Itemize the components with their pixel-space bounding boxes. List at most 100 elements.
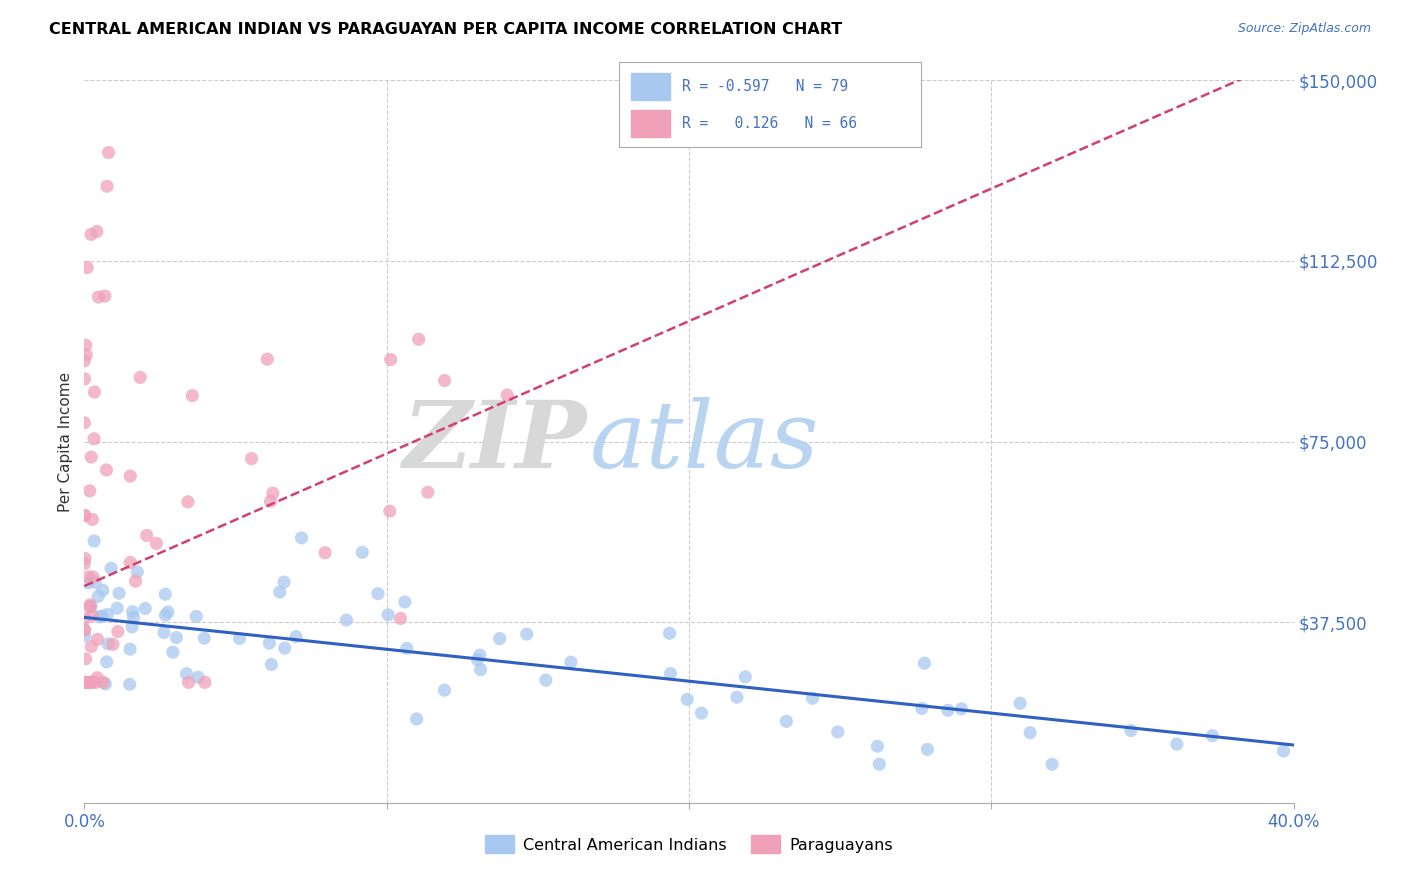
Legend: Central American Indians, Paraguayans: Central American Indians, Paraguayans [478, 829, 900, 860]
Point [75, 675, 97, 690]
Point [285, 630, 308, 644]
Point [76, 260, 98, 275]
Point [488, 632, 510, 646]
Point [1040, 757, 1063, 772]
Point [1019, 725, 1042, 739]
Point [259, 494, 281, 508]
Point [120, 469, 142, 483]
Point [145, 536, 167, 550]
Point [79, 598, 101, 612]
Point [91, 583, 114, 598]
Point [380, 352, 402, 367]
Point [73, 354, 96, 368]
Point [90, 609, 112, 624]
Text: R = -0.597   N = 79: R = -0.597 N = 79 [682, 78, 848, 94]
Point [534, 673, 557, 687]
Point [389, 611, 412, 625]
Point [80, 675, 103, 690]
Point [134, 601, 156, 615]
Point [560, 655, 582, 669]
Point [181, 388, 204, 402]
Point [118, 642, 141, 657]
Point [94, 289, 117, 303]
Point [256, 352, 278, 367]
Point [97, 637, 120, 651]
Point [96, 655, 118, 669]
Point [827, 724, 849, 739]
Point [73, 416, 96, 430]
Point [73, 508, 96, 523]
Point [73, 372, 96, 386]
Point [82, 608, 104, 623]
Point [97, 145, 120, 160]
Point [912, 656, 935, 670]
Point [73, 612, 96, 626]
Point [496, 388, 519, 402]
Point [676, 692, 699, 706]
Point [96, 607, 118, 622]
Point [395, 641, 418, 656]
Point [273, 574, 295, 589]
Point [725, 690, 748, 705]
Point [186, 609, 208, 624]
Point [122, 610, 145, 624]
Point [416, 485, 439, 500]
Point [83, 533, 105, 548]
Point [80, 640, 103, 654]
Point [120, 556, 142, 570]
Point [129, 370, 152, 384]
Point [433, 683, 456, 698]
Point [911, 701, 934, 715]
Point [83, 432, 105, 446]
Text: Source: ZipAtlas.com: Source: ZipAtlas.com [1237, 22, 1371, 36]
Point [193, 631, 215, 645]
Point [127, 565, 149, 579]
Point [367, 587, 389, 601]
Point [228, 632, 250, 646]
Point [658, 626, 681, 640]
Point [194, 675, 217, 690]
Point [269, 585, 291, 599]
Point [100, 561, 122, 575]
Point [107, 624, 129, 639]
Point [73, 551, 96, 566]
Point [73, 623, 96, 637]
Point [84, 575, 107, 590]
Point [86, 632, 108, 647]
Point [177, 675, 200, 690]
Point [79, 675, 101, 690]
Point [153, 625, 176, 640]
Point [87, 590, 110, 604]
Point [105, 601, 128, 615]
Point [79, 675, 101, 690]
Point [260, 657, 283, 672]
Point [335, 613, 357, 627]
Point [314, 546, 336, 560]
Point [408, 332, 430, 346]
Point [950, 702, 973, 716]
Point [108, 586, 131, 600]
Y-axis label: Per Capita Income: Per Capita Income [58, 371, 73, 512]
Point [73, 508, 96, 523]
Point [775, 714, 797, 729]
Text: R =   0.126   N = 66: R = 0.126 N = 66 [682, 116, 858, 131]
Point [467, 653, 489, 667]
Point [470, 663, 492, 677]
Point [101, 637, 124, 651]
Point [118, 677, 141, 691]
Point [352, 545, 374, 559]
Point [1272, 744, 1295, 758]
Bar [631, 72, 671, 100]
Point [75, 652, 97, 666]
Point [378, 504, 401, 518]
Point [96, 179, 118, 194]
Point [82, 570, 104, 584]
Point [468, 648, 491, 662]
Text: ZIP: ZIP [402, 397, 586, 486]
Point [868, 757, 890, 772]
Point [917, 742, 939, 756]
Point [690, 706, 713, 720]
Point [516, 627, 538, 641]
Point [77, 575, 100, 590]
Point [94, 677, 117, 691]
